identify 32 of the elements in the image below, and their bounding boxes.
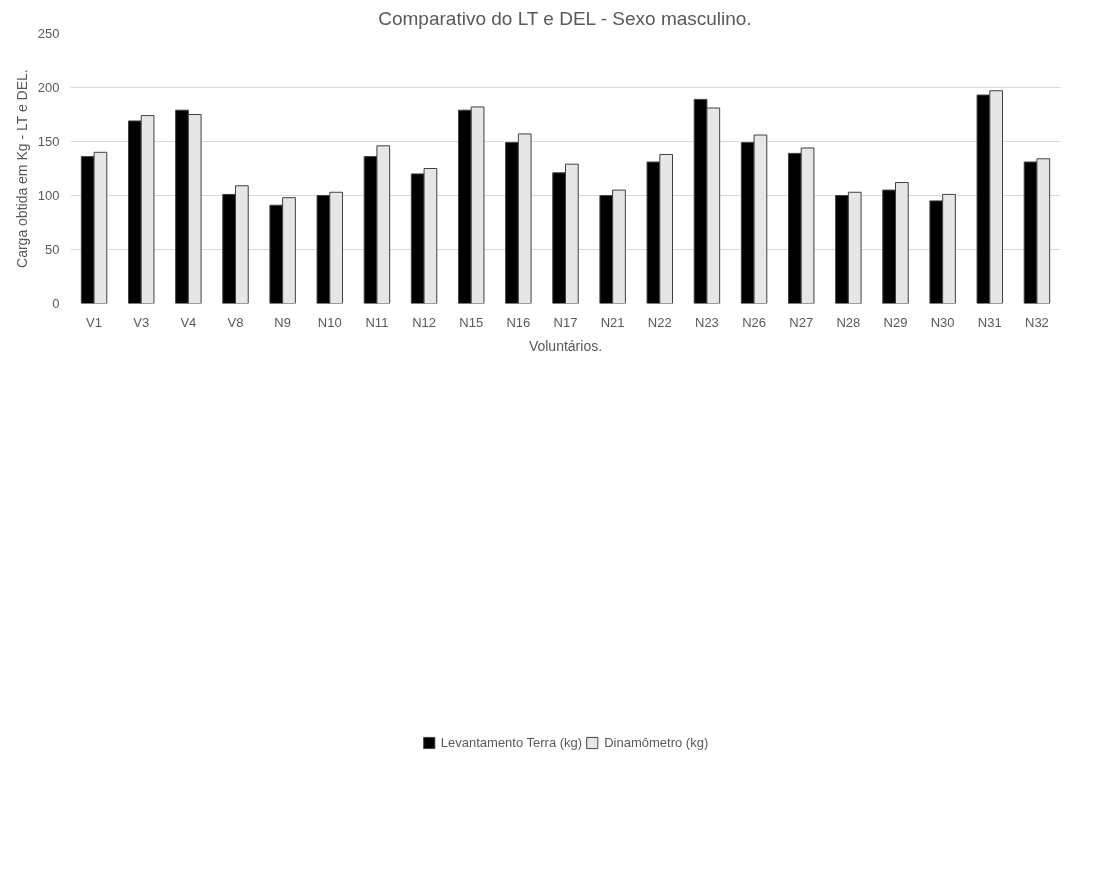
x-tick-label: N16 bbox=[506, 314, 531, 330]
x-tick-label: V4 bbox=[180, 314, 197, 330]
y-tick-label: 0 bbox=[52, 296, 60, 311]
x-tick-label: N28 bbox=[836, 314, 861, 330]
x-tick-label: N12 bbox=[412, 314, 437, 330]
x-tick-label: V3 bbox=[133, 314, 150, 330]
x-tick-label: N26 bbox=[742, 314, 767, 330]
y-tick-label: 200 bbox=[37, 80, 60, 95]
x-tick-label: N30 bbox=[930, 314, 955, 330]
x-tick-label: N27 bbox=[789, 314, 814, 330]
y-tick-label: 50 bbox=[45, 242, 60, 257]
chart-title: Comparativo do LT e DEL - Sexo masculino. bbox=[378, 7, 752, 29]
y-tick-label: 250 bbox=[37, 26, 60, 41]
legend-label: Levantamento Terra (kg) bbox=[440, 734, 583, 750]
y-tick-label: 100 bbox=[37, 188, 60, 203]
x-axis-title: Voluntários. bbox=[528, 337, 603, 354]
x-tick-label: N11 bbox=[365, 314, 389, 330]
x-tick-label: N32 bbox=[1025, 314, 1049, 330]
x-tick-label: N21 bbox=[600, 314, 625, 330]
x-tick-label: N29 bbox=[883, 314, 908, 330]
x-tick-label: N17 bbox=[553, 314, 578, 330]
legend-label: Dinamômetro (kg) bbox=[604, 734, 709, 750]
x-tick-label: N23 bbox=[695, 314, 719, 330]
y-tick-label: 150 bbox=[37, 134, 60, 149]
x-tick-label: N10 bbox=[317, 314, 342, 330]
y-axis-title: Carga obtida em Kg - LT e DEL. bbox=[13, 69, 30, 268]
x-tick-label: V1 bbox=[86, 314, 103, 330]
x-tick-label: N15 bbox=[459, 314, 484, 330]
x-tick-label: V8 bbox=[227, 314, 244, 330]
x-tick-label: N9 bbox=[274, 314, 291, 330]
x-tick-label: N22 bbox=[647, 314, 672, 330]
x-tick-label: N31 bbox=[977, 314, 1002, 330]
